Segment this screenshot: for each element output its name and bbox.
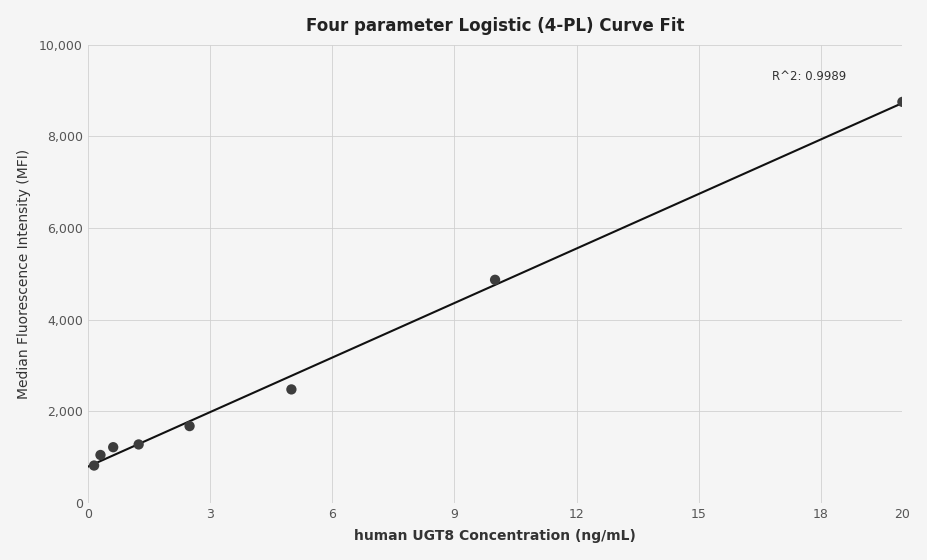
- Y-axis label: Median Fluorescence Intensity (MFI): Median Fluorescence Intensity (MFI): [17, 149, 31, 399]
- Point: [86, 461, 101, 470]
- Point: [284, 385, 298, 394]
- X-axis label: human UGT8 Concentration (ng/mL): human UGT8 Concentration (ng/mL): [354, 529, 636, 543]
- Title: Four parameter Logistic (4-PL) Curve Fit: Four parameter Logistic (4-PL) Curve Fit: [306, 17, 684, 35]
- Point: [106, 443, 121, 452]
- Point: [132, 440, 146, 449]
- Point: [93, 450, 108, 459]
- Point: [182, 422, 197, 431]
- Point: [895, 97, 909, 106]
- Point: [488, 276, 502, 284]
- Text: R^2: 0.9989: R^2: 0.9989: [772, 70, 846, 83]
